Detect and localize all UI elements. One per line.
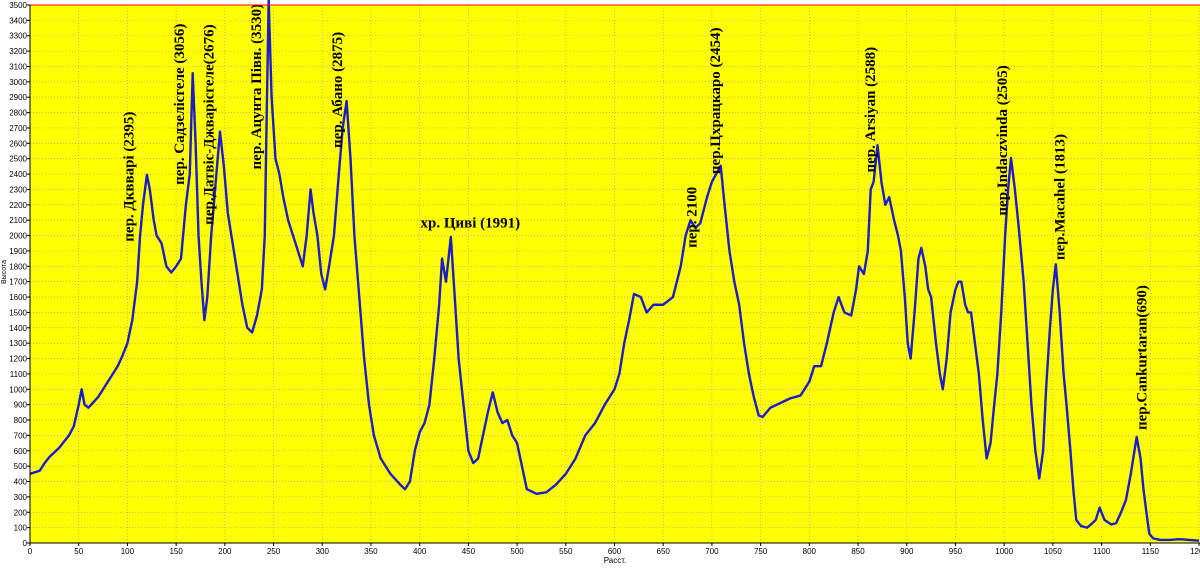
- x-tick-label: 550: [559, 547, 573, 556]
- y-tick-label: 2400: [9, 170, 27, 179]
- ticks: 0100200300400500600700800900100011001200…: [9, 1, 1200, 556]
- x-tick-label: 450: [462, 547, 476, 556]
- y-tick-label: 3400: [9, 16, 27, 25]
- x-tick-label: 1150: [1142, 547, 1160, 556]
- y-tick-label: 2300: [9, 185, 27, 194]
- y-tick-label: 1600: [9, 293, 27, 302]
- y-tick-label: 500: [14, 462, 28, 471]
- x-tick-label: 1200: [1190, 547, 1200, 556]
- y-tick-label: 0: [23, 539, 28, 548]
- peak-annotation: пер.Датвіс-Джварісгеле(2676): [201, 24, 217, 224]
- y-tick-label: 3100: [9, 62, 27, 71]
- peak-annotation: пер.Indaczvinda (2505): [995, 65, 1011, 215]
- y-tick-label: 800: [14, 416, 28, 425]
- y-tick-label: 300: [14, 493, 28, 502]
- y-tick-label: 900: [14, 401, 28, 410]
- y-tick-label: 2800: [9, 109, 27, 118]
- x-tick-label: 300: [316, 547, 330, 556]
- y-tick-label: 1800: [9, 262, 27, 271]
- y-tick-label: 1200: [9, 355, 27, 364]
- x-tick-label: 500: [510, 547, 524, 556]
- peak-annotation: пер. Arsiyan (2588): [863, 47, 879, 173]
- x-tick-label: 600: [608, 547, 622, 556]
- x-tick-label: 150: [169, 547, 183, 556]
- y-tick-label: 400: [14, 478, 28, 487]
- x-tick-label: 750: [754, 547, 768, 556]
- y-tick-label: 700: [14, 431, 28, 440]
- y-tick-label: 2200: [9, 201, 27, 210]
- annotations: пер. Дквварі (2395) пер. Садзелісгеле (30…: [121, 4, 1150, 430]
- x-tick-label: 0: [28, 547, 33, 556]
- x-tick-label: 250: [267, 547, 281, 556]
- peak-annotation: пер.Cankurtaran(690): [1135, 285, 1151, 430]
- y-tick-label: 3300: [9, 32, 27, 41]
- y-tick-label: 1700: [9, 278, 27, 287]
- y-tick-label: 1900: [9, 247, 27, 256]
- elevation-line: [29, 0, 1200, 542]
- peak-annotation: пер.Цхрацкаро (2454): [708, 28, 724, 175]
- peak-annotation: хр. Циві (1991): [420, 215, 520, 231]
- y-tick-label: 600: [14, 447, 28, 456]
- y-tick-label: 1500: [9, 308, 27, 317]
- y-tick-label: 2100: [9, 216, 27, 225]
- x-tick-label: 350: [364, 547, 378, 556]
- x-axis-label: Расст.: [604, 556, 627, 565]
- x-tick-label: 800: [803, 547, 817, 556]
- x-tick-label: 900: [900, 547, 914, 556]
- x-tick-label: 50: [74, 547, 83, 556]
- x-tick-label: 850: [851, 547, 865, 556]
- x-tick-label: 1050: [1044, 547, 1062, 556]
- y-tick-label: 2600: [9, 139, 27, 148]
- y-tick-label: 200: [14, 508, 28, 517]
- y-tick-label: 100: [14, 524, 28, 533]
- x-tick-label: 200: [218, 547, 232, 556]
- x-tick-label: 950: [949, 547, 963, 556]
- y-tick-label: 1400: [9, 324, 27, 333]
- y-axis-label: Высота: [1, 260, 8, 284]
- y-tick-label: 2900: [9, 93, 27, 102]
- x-tick-label: 700: [705, 547, 719, 556]
- y-tick-label: 3000: [9, 78, 27, 87]
- y-tick-label: 2500: [9, 155, 27, 164]
- y-tick-label: 1100: [10, 370, 28, 379]
- y-tick-label: 2700: [9, 124, 27, 133]
- peak-annotation: пер. 2100: [684, 187, 700, 248]
- peak-annotation: пер. Абано (2875): [330, 32, 346, 148]
- lines: [29, 0, 1200, 542]
- y-tick-label: 1300: [9, 339, 27, 348]
- x-tick-label: 100: [121, 547, 135, 556]
- peak-annotation: пер. Садзелісгеле (3056): [172, 24, 188, 185]
- peak-annotation: пер.Macahel (1813): [1053, 134, 1069, 260]
- peak-annotation: пер. Дквварі (2395): [121, 112, 137, 242]
- x-tick-label: 400: [413, 547, 427, 556]
- y-tick-label: 1000: [9, 385, 27, 394]
- x-tick-label: 1100: [1093, 547, 1111, 556]
- x-tick-label: 1000: [995, 547, 1013, 556]
- plot-background: [30, 5, 1200, 543]
- y-tick-label: 3500: [9, 1, 27, 10]
- y-tick-label: 2000: [9, 232, 27, 241]
- peak-annotation: пер. Ацунта Півн. (3530): [249, 4, 265, 170]
- y-tick-label: 3200: [9, 47, 27, 56]
- x-tick-label: 650: [657, 547, 671, 556]
